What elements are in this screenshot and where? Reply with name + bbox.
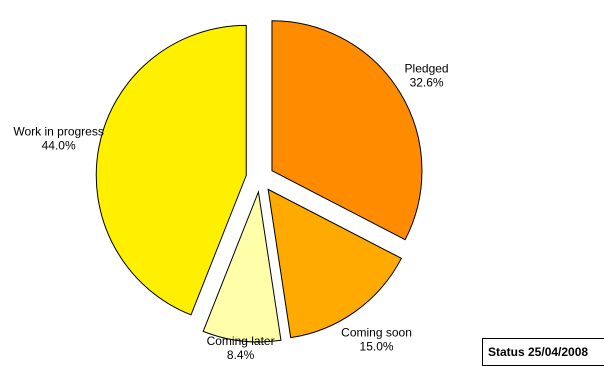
pie-slice-pledged — [271, 20, 423, 241]
status-box: Status 25/04/2008 — [482, 338, 604, 366]
pie-slice-coming-soon — [267, 188, 403, 339]
slice-percent-coming-soon: 15.0% — [360, 340, 394, 354]
slice-label-coming-soon: Coming soon — [341, 326, 412, 340]
slice-percent-work-in-progress: 44.0% — [42, 139, 76, 153]
slice-percent-coming-later: 8.4% — [227, 348, 255, 362]
status-date-label: Status 25/04/2008 — [488, 345, 589, 359]
pie-slice-work-in-progress — [95, 24, 247, 316]
slice-label-coming-later: Coming later — [207, 334, 275, 348]
slice-label-pledged: Pledged — [405, 62, 449, 76]
pie-slice-coming-later — [202, 190, 282, 343]
slice-label-work-in-progress: Work in progress — [13, 125, 103, 139]
slice-percent-pledged: 32.6% — [410, 76, 444, 90]
